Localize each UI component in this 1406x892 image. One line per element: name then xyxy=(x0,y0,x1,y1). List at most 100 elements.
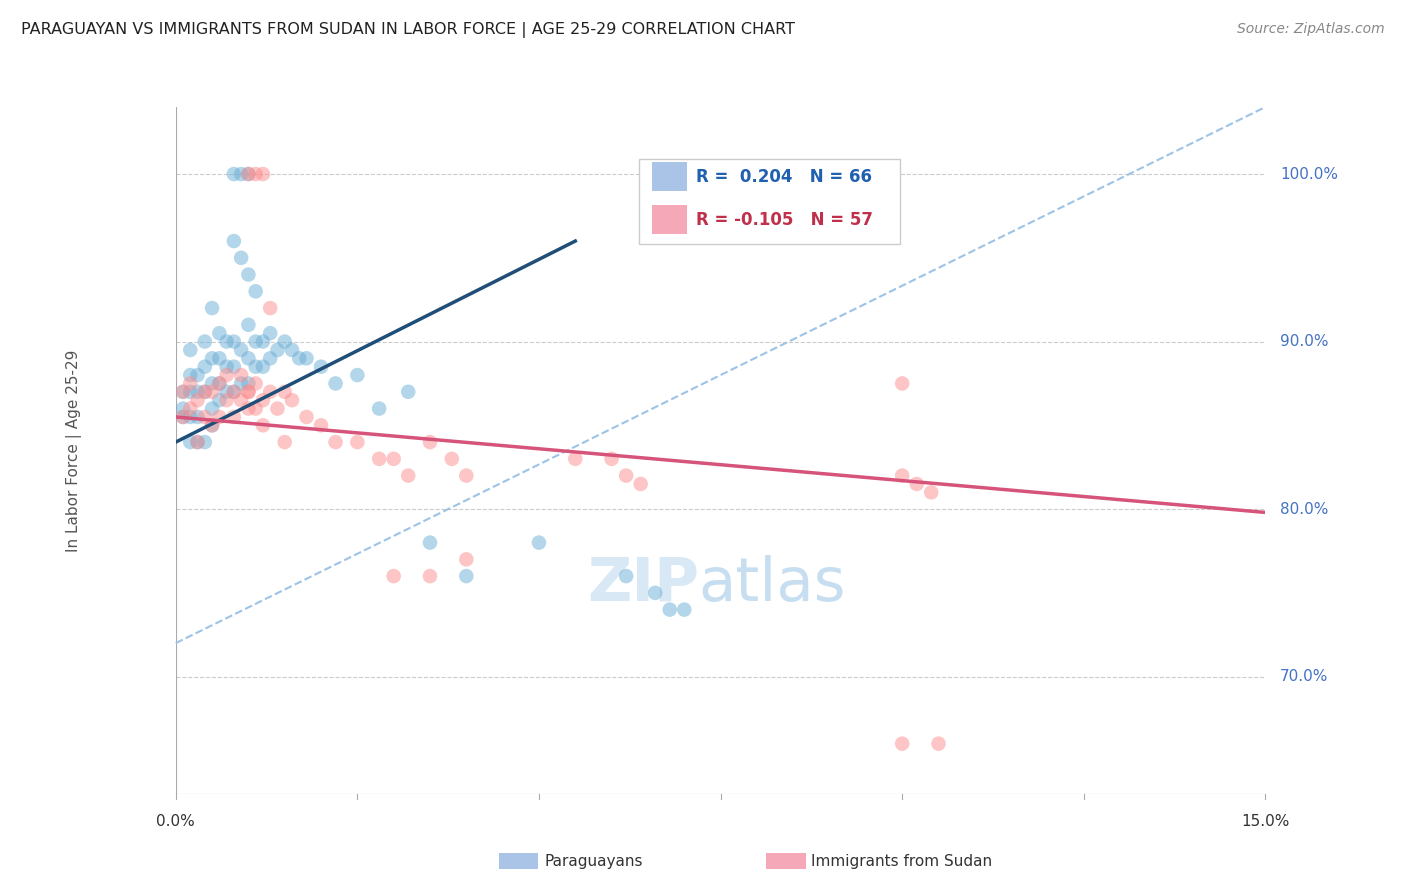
Point xyxy=(252,359,274,374)
Point xyxy=(208,376,231,391)
Point xyxy=(419,435,441,450)
Point xyxy=(644,586,666,600)
Point xyxy=(905,477,928,491)
Point xyxy=(172,384,194,399)
Point xyxy=(614,468,637,483)
Point xyxy=(194,384,217,399)
Point xyxy=(179,435,201,450)
Text: R =  0.204   N = 66: R = 0.204 N = 66 xyxy=(696,168,872,186)
Point xyxy=(222,334,245,349)
Point xyxy=(238,376,260,391)
Text: In Labor Force | Age 25-29: In Labor Force | Age 25-29 xyxy=(66,350,82,551)
Point xyxy=(238,351,260,366)
Point xyxy=(215,359,238,374)
Point xyxy=(172,409,194,424)
Point xyxy=(201,418,224,433)
Text: 100.0%: 100.0% xyxy=(1279,167,1339,182)
Point xyxy=(252,393,274,408)
Point xyxy=(215,334,238,349)
Point xyxy=(231,167,253,181)
Point xyxy=(309,418,332,433)
Text: PARAGUAYAN VS IMMIGRANTS FROM SUDAN IN LABOR FORCE | AGE 25-29 CORRELATION CHART: PARAGUAYAN VS IMMIGRANTS FROM SUDAN IN L… xyxy=(21,22,794,38)
Point xyxy=(222,234,245,248)
Point xyxy=(252,334,274,349)
Point xyxy=(920,485,942,500)
Point xyxy=(658,602,681,616)
Point xyxy=(630,477,652,491)
Point xyxy=(179,401,201,416)
Point xyxy=(238,384,260,399)
Text: R = -0.105   N = 57: R = -0.105 N = 57 xyxy=(696,211,873,228)
Point xyxy=(266,401,288,416)
Point xyxy=(368,401,391,416)
Text: atlas: atlas xyxy=(699,555,846,614)
Point xyxy=(222,384,245,399)
Point xyxy=(201,418,224,433)
Point xyxy=(252,418,274,433)
Bar xyxy=(652,162,686,191)
Point xyxy=(222,409,245,424)
Point xyxy=(194,435,217,450)
Text: 70.0%: 70.0% xyxy=(1279,669,1329,684)
Point xyxy=(274,435,297,450)
Point xyxy=(456,569,478,583)
Point xyxy=(382,451,405,466)
Point xyxy=(231,393,253,408)
Point xyxy=(186,435,209,450)
Point xyxy=(259,301,281,315)
Point xyxy=(186,435,209,450)
FancyBboxPatch shape xyxy=(638,159,900,244)
Point xyxy=(238,384,260,399)
Point xyxy=(419,569,441,583)
Point xyxy=(172,384,194,399)
Point xyxy=(186,409,209,424)
Text: 90.0%: 90.0% xyxy=(1279,334,1329,349)
Point xyxy=(245,167,267,181)
Text: Source: ZipAtlas.com: Source: ZipAtlas.com xyxy=(1237,22,1385,37)
Point xyxy=(346,435,368,450)
Point xyxy=(288,351,311,366)
Point xyxy=(673,602,696,616)
Point xyxy=(238,318,260,332)
Point xyxy=(201,384,224,399)
Point xyxy=(527,535,550,549)
Point xyxy=(252,167,274,181)
Point xyxy=(274,384,297,399)
Point xyxy=(194,384,217,399)
Point xyxy=(396,384,419,399)
Text: ZIP: ZIP xyxy=(586,555,699,614)
Point xyxy=(382,569,405,583)
Point xyxy=(208,376,231,391)
Point xyxy=(208,326,231,341)
Point xyxy=(172,401,194,416)
Point xyxy=(346,368,368,382)
Point xyxy=(891,468,914,483)
Point xyxy=(456,552,478,566)
Point xyxy=(215,384,238,399)
Point xyxy=(259,351,281,366)
Text: 80.0%: 80.0% xyxy=(1279,501,1329,516)
Point xyxy=(281,393,304,408)
Point xyxy=(266,343,288,357)
Text: 15.0%: 15.0% xyxy=(1241,814,1289,829)
Point xyxy=(325,376,347,391)
Point xyxy=(201,401,224,416)
Point xyxy=(891,376,914,391)
Text: Immigrants from Sudan: Immigrants from Sudan xyxy=(811,855,993,869)
Point xyxy=(309,359,332,374)
Point xyxy=(259,384,281,399)
Point xyxy=(564,451,586,466)
Point xyxy=(238,268,260,282)
Point xyxy=(179,409,201,424)
Bar xyxy=(652,205,686,234)
Point xyxy=(194,359,217,374)
Point xyxy=(186,384,209,399)
Point xyxy=(245,359,267,374)
Point xyxy=(419,535,441,549)
Point xyxy=(215,368,238,382)
Point xyxy=(245,401,267,416)
Point xyxy=(201,376,224,391)
Point xyxy=(179,384,201,399)
Text: 0.0%: 0.0% xyxy=(156,814,195,829)
Point xyxy=(172,409,194,424)
